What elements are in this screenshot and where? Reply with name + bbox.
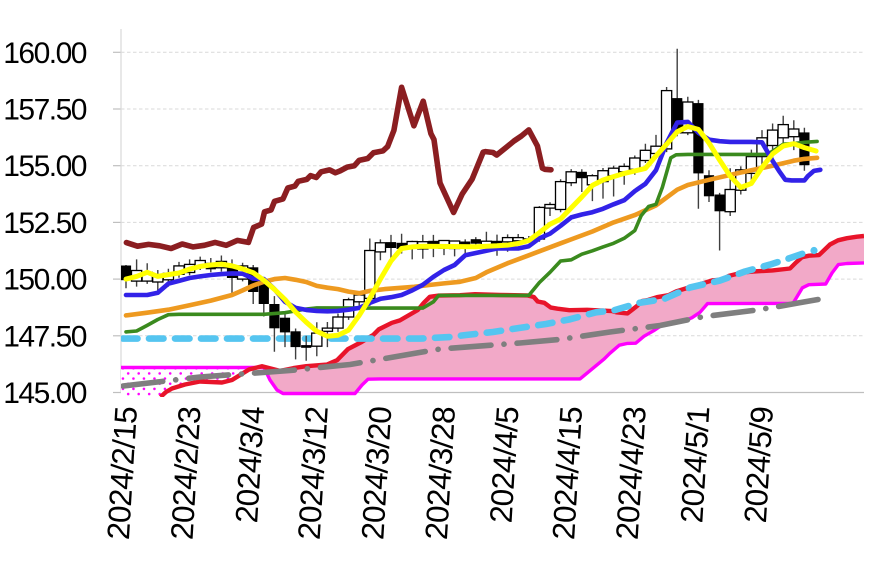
svg-text:2024/2/23: 2024/2/23: [164, 406, 208, 541]
svg-text:2024/3/4: 2024/3/4: [228, 406, 271, 524]
svg-text:2024/4/23: 2024/4/23: [609, 406, 653, 541]
svg-text:2024/4/5: 2024/4/5: [483, 406, 526, 524]
svg-text:160.00: 160.00: [3, 37, 87, 70]
svg-text:2024/4/15: 2024/4/15: [545, 406, 589, 541]
svg-text:155.00: 155.00: [3, 150, 87, 183]
svg-text:2024/3/28: 2024/3/28: [418, 406, 462, 541]
svg-text:157.50: 157.50: [3, 94, 87, 127]
svg-text:2024/3/12: 2024/3/12: [291, 406, 335, 541]
svg-text:2024/5/1: 2024/5/1: [673, 406, 716, 524]
svg-text:2024/2/15: 2024/2/15: [100, 406, 144, 541]
svg-text:145.00: 145.00: [3, 377, 87, 410]
svg-text:2024/5/9: 2024/5/9: [737, 406, 780, 524]
svg-text:147.50: 147.50: [3, 320, 87, 353]
svg-text:150.00: 150.00: [3, 264, 87, 297]
svg-text:2024/3/20: 2024/3/20: [354, 406, 398, 541]
svg-text:152.50: 152.50: [3, 207, 87, 240]
